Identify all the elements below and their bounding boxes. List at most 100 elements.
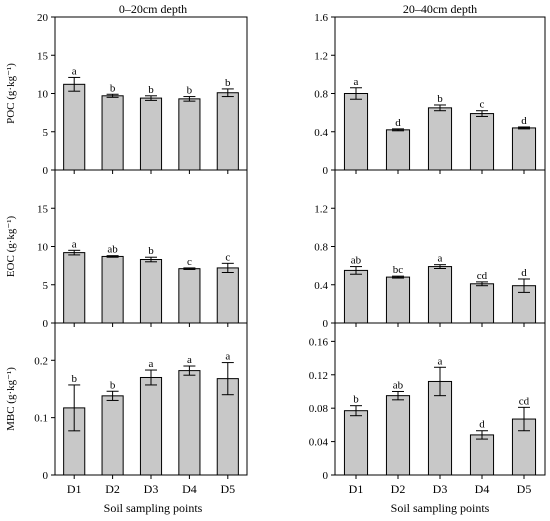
bar-D3 [139, 97, 163, 171]
bar-D1 [343, 410, 369, 476]
significance-label: cd [477, 270, 488, 282]
y-tick-label: 0.2 [34, 355, 48, 367]
y-axis-label: MBC (g·kg⁻¹) [5, 367, 17, 431]
x-axis-label-right: Soil sampling points [391, 501, 490, 515]
bar-D5 [511, 127, 537, 171]
significance-label: b [353, 394, 359, 406]
y-tick-label: 0 [323, 318, 329, 330]
significance-label: c [480, 99, 485, 111]
y-tick-label: 0 [43, 318, 49, 330]
significance-label: d [479, 419, 485, 431]
x-tick-label: D5 [517, 482, 532, 496]
bar-D5 [216, 92, 239, 171]
bar-D4 [469, 283, 495, 324]
significance-label: d [395, 117, 401, 129]
significance-label: cd [519, 395, 530, 407]
panel-1: 0 5 10 15 20 POC (g·kg⁻¹) a b b b b [5, 12, 248, 177]
x-tick-label: D1 [349, 482, 364, 496]
significance-label: a [225, 351, 230, 363]
bar-D1 [63, 83, 86, 171]
significance-label: a [72, 238, 77, 250]
y-tick-label: 0 [323, 470, 329, 482]
y-tick-label: 0.4 [314, 280, 328, 292]
x-tick-label: D4 [182, 482, 197, 496]
significance-label: d [521, 115, 527, 127]
y-tick-label: 0 [43, 165, 49, 177]
significance-label: b [148, 84, 154, 96]
bar-D2 [101, 395, 124, 476]
panel-6: 0 0.04 0.08 0.12 0.16 b D1 ab D2 a D3 d D4 cd D5 [309, 322, 546, 496]
y-tick-label: 20 [37, 12, 49, 24]
y-tick-label: 1.2 [314, 203, 328, 215]
significance-label: a [72, 65, 77, 77]
panel-3: 0 5 10 15 EOC (g·kg⁻¹) a ab b c c [5, 169, 248, 330]
significance-label: ab [107, 244, 118, 256]
y-tick-label: 15 [37, 203, 49, 215]
y-tick-label: 0.4 [314, 127, 328, 139]
column-title-left: 0–20cm depth [119, 2, 187, 16]
bar-D2 [101, 255, 124, 324]
panel-2: 0 0.4 0.8 1.2 1.6 a d b c d [314, 12, 546, 177]
bar-D4 [178, 370, 201, 476]
significance-label: b [71, 373, 77, 385]
panel-4: 0 0.4 0.8 1.2 ab bc a cd d [314, 169, 546, 330]
y-tick-label: 15 [37, 50, 49, 62]
significance-label: b [437, 93, 443, 105]
column-title-right: 20–40cm depth [403, 2, 477, 16]
bar-D5 [216, 267, 239, 324]
significance-label: c [225, 251, 230, 263]
bar-D4 [178, 98, 201, 171]
bar-D3 [139, 376, 163, 476]
significance-label: ab [393, 379, 404, 391]
significance-label: bc [393, 264, 404, 276]
x-tick-label: D2 [105, 482, 120, 496]
y-tick-label: 5 [43, 280, 49, 292]
y-tick-label: 0 [43, 470, 49, 482]
significance-label: b [225, 77, 231, 89]
significance-label: a [354, 76, 359, 88]
y-tick-label: 0 [323, 165, 329, 177]
bar-D4 [178, 268, 201, 324]
y-tick-label: 0.16 [309, 336, 329, 348]
significance-label: ab [351, 255, 362, 267]
x-tick-label: D2 [391, 482, 406, 496]
significance-label: b [187, 85, 193, 97]
y-tick-label: 0.1 [34, 413, 48, 425]
x-tick-label: D3 [433, 482, 448, 496]
significance-label: d [521, 267, 527, 279]
bar-D2 [101, 95, 124, 171]
bar-D3 [427, 107, 453, 171]
bar-D2 [385, 276, 411, 324]
bar-D3 [427, 266, 453, 324]
significance-label: a [187, 354, 192, 366]
bar-D4 [469, 434, 495, 476]
x-axis-label-left: Soil sampling points [104, 501, 203, 515]
bar-D2 [385, 395, 411, 476]
bar-D1 [343, 269, 369, 324]
y-tick-label: 0.8 [314, 89, 328, 101]
x-tick-label: D4 [475, 482, 490, 496]
y-tick-label: 5 [43, 127, 49, 139]
bar-D1 [63, 252, 86, 324]
y-tick-label: 1.6 [314, 12, 328, 24]
y-tick-label: 0.8 [314, 242, 328, 254]
bar-D2 [385, 129, 411, 171]
significance-label: b [110, 379, 116, 391]
panel-5: 0 0.1 0.2 MBC (g·kg⁻¹) b D1 b D2 a D3 a D4 a D5 [5, 322, 248, 496]
significance-label: a [438, 253, 443, 265]
y-axis-label: EOC (g·kg⁻¹) [5, 215, 17, 277]
x-tick-label: D1 [67, 482, 82, 496]
y-tick-label: 0.04 [309, 437, 329, 449]
y-axis-label: POC (g·kg⁻¹) [5, 63, 17, 124]
significance-label: a [149, 358, 154, 370]
x-tick-label: D5 [220, 482, 235, 496]
y-tick-label: 1.2 [314, 50, 328, 62]
significance-label: c [187, 256, 192, 268]
x-tick-label: D3 [144, 482, 159, 496]
significance-label: a [438, 355, 443, 367]
y-tick-label: 10 [37, 89, 49, 101]
bar-D1 [343, 93, 369, 171]
bar-D3 [139, 259, 163, 324]
significance-label: b [148, 245, 154, 257]
